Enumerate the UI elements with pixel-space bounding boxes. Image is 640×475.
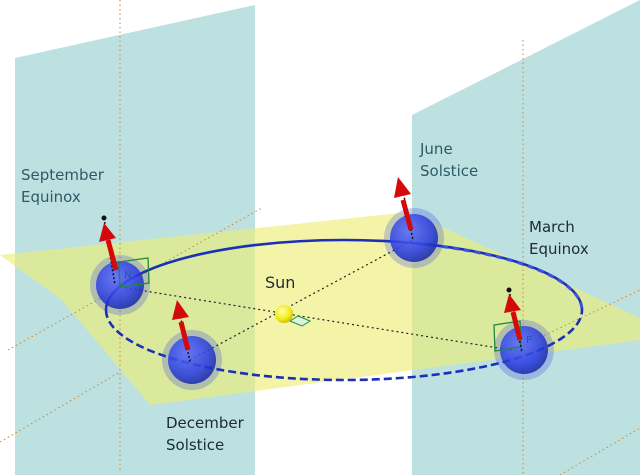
- axis-tip: [506, 287, 512, 293]
- label-line-2: Solstice: [420, 162, 479, 180]
- earth-globe: [500, 326, 548, 374]
- earth-globe: [390, 214, 438, 262]
- label-line-2: Solstice: [166, 436, 225, 454]
- label-december-solstice: December Solstice: [166, 412, 244, 456]
- axis-arrow-shaft: [400, 199, 414, 231]
- label-line-1: December: [166, 414, 244, 432]
- label-line-1: September: [21, 166, 104, 184]
- label-sun: Sun: [265, 272, 295, 294]
- label-march-equinox: March Equinox: [529, 216, 589, 260]
- label-september-equinox: September Equinox: [21, 164, 104, 208]
- sun: [275, 305, 312, 327]
- label-line-1: June: [420, 140, 453, 158]
- orbit-ellipse-dashed-back: [419, 242, 584, 311]
- marker-square: [118, 257, 150, 288]
- ecliptic-plane: [0, 212, 640, 405]
- axis-tip: [101, 215, 107, 221]
- axis-line: [508, 289, 523, 353]
- label-line-2: Equinox: [529, 240, 589, 258]
- axis-arrow-shaft: [178, 321, 191, 351]
- marker-square: [493, 320, 522, 352]
- earth-marker-letter: P: [526, 335, 532, 346]
- earth-june: [384, 177, 444, 268]
- sun-sphere: [275, 305, 293, 323]
- axis-arrow-head: [394, 177, 411, 198]
- axis-arrow-head: [172, 300, 189, 320]
- axis-arrow-head: [504, 294, 521, 313]
- label-line-1: Sun: [265, 273, 296, 292]
- label-line-2: Equinox: [21, 188, 81, 206]
- axis-arrow-shaft: [105, 239, 119, 271]
- orbit-ellipse-dashed: [104, 309, 584, 382]
- orbit-diagonals: [119, 239, 524, 361]
- earth-marker-letter: N: [124, 270, 131, 281]
- label-line-1: March: [529, 218, 575, 236]
- sun-marker-square: [288, 315, 312, 327]
- axis-arrow-shaft: [510, 311, 523, 341]
- earth-december: [162, 300, 222, 390]
- earth-september: N: [90, 215, 150, 315]
- label-june-solstice: June Solstice: [420, 138, 478, 182]
- earth-globe: [168, 336, 216, 384]
- axis-arrow-head: [99, 223, 116, 242]
- earth-march: P: [493, 287, 554, 380]
